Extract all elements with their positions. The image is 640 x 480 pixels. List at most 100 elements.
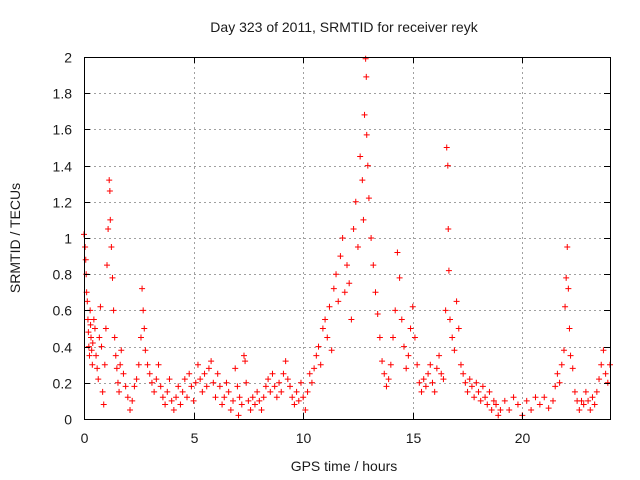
data-point	[339, 235, 346, 241]
data-point	[243, 379, 250, 386]
y-tick-label: 1	[64, 231, 72, 247]
data-point	[433, 365, 440, 372]
data-point	[602, 370, 609, 377]
data-point	[91, 325, 98, 332]
data-point	[484, 401, 491, 408]
ticks-layer: 0 5 10 15 20 0 0.2 0.4 0.6 0.8 1 1.2 1.4 1.6 1.8 2	[53, 50, 610, 446]
data-point	[240, 352, 247, 359]
data-point	[466, 376, 473, 383]
data-point	[604, 379, 611, 386]
x-tick-label: 10	[296, 430, 312, 446]
data-point	[175, 383, 182, 390]
data-point	[230, 397, 237, 404]
data-point	[486, 388, 493, 395]
data-point	[90, 316, 97, 323]
data-point	[308, 379, 315, 386]
data-point	[383, 383, 390, 390]
data-point	[108, 244, 115, 251]
data-point	[550, 397, 557, 404]
data-point	[159, 394, 166, 401]
data-point	[282, 358, 289, 365]
data-point	[227, 406, 234, 413]
data-point	[411, 334, 418, 341]
data-point	[563, 274, 570, 281]
data-point	[235, 412, 242, 419]
data-point	[181, 376, 188, 383]
data-point	[360, 216, 367, 223]
data-point	[89, 361, 96, 368]
data-point	[589, 394, 596, 401]
data-point	[199, 388, 206, 395]
x-tick-label: 0	[81, 430, 89, 446]
data-point	[186, 370, 193, 377]
data-point	[449, 334, 456, 341]
data-point	[418, 388, 425, 395]
data-point	[192, 379, 199, 386]
y-tick-label: 0.2	[53, 376, 73, 392]
data-point	[242, 358, 249, 365]
data-point	[326, 303, 333, 310]
data-point	[140, 307, 147, 314]
data-point	[352, 198, 359, 205]
data-point	[267, 388, 274, 395]
data-point	[593, 388, 600, 395]
data-point	[116, 388, 123, 395]
data-point	[315, 343, 322, 350]
data-point	[197, 376, 204, 383]
x-axis-label: GPS time / hours	[291, 458, 398, 474]
data-point	[330, 285, 337, 292]
data-point	[464, 388, 471, 395]
data-point	[146, 370, 153, 377]
data-point	[445, 267, 452, 274]
data-point	[328, 347, 335, 354]
data-point	[425, 370, 432, 377]
data-point	[94, 365, 101, 372]
data-point	[141, 325, 148, 332]
data-point	[376, 334, 383, 341]
data-point	[591, 401, 598, 408]
data-point	[256, 397, 263, 404]
data-point	[580, 401, 587, 408]
data-point	[403, 365, 410, 372]
data-point	[84, 298, 91, 305]
data-point	[558, 361, 565, 368]
data-point	[87, 321, 94, 328]
data-point	[445, 225, 452, 232]
data-point	[162, 401, 169, 408]
data-point	[238, 401, 245, 408]
data-point	[471, 394, 478, 401]
data-point	[392, 307, 399, 314]
data-point	[560, 347, 567, 354]
data-point	[475, 388, 482, 395]
data-point	[460, 370, 467, 377]
data-point	[556, 379, 563, 386]
data-point	[120, 370, 127, 377]
y-tick-label: 2	[64, 50, 72, 66]
data-point	[436, 352, 443, 359]
data-point	[295, 397, 302, 404]
data-point	[374, 311, 381, 318]
data-point	[565, 285, 572, 292]
data-point	[416, 379, 423, 386]
data-point	[97, 303, 104, 310]
data-point	[88, 334, 95, 341]
data-point	[262, 383, 269, 390]
data-point	[536, 401, 543, 408]
data-point	[269, 370, 276, 377]
data-point	[280, 370, 287, 377]
data-point	[249, 394, 256, 401]
data-point	[142, 347, 149, 354]
data-point	[278, 388, 285, 395]
data-point	[219, 401, 226, 408]
data-point	[82, 256, 89, 263]
data-point	[151, 388, 158, 395]
data-point	[247, 406, 254, 413]
data-point	[184, 394, 191, 401]
data-point	[440, 376, 447, 383]
data-point	[107, 216, 114, 223]
data-point	[254, 388, 261, 395]
data-point	[85, 343, 92, 350]
data-point	[477, 397, 484, 404]
data-point	[510, 394, 517, 401]
